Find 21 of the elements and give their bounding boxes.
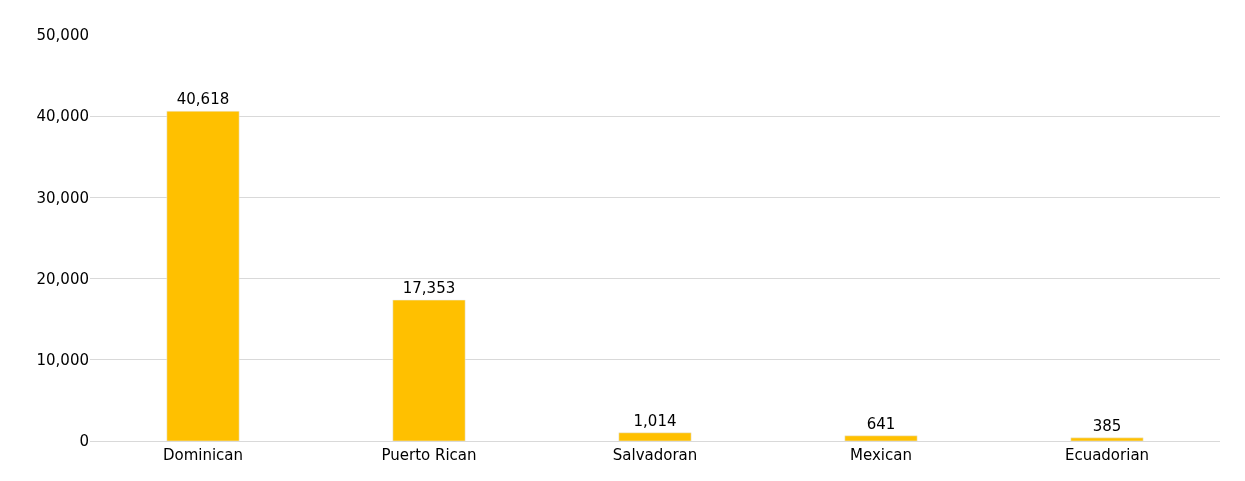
- x-tick-label: Salvadoran: [612, 446, 698, 464]
- x-tick-label: Puerto Rican: [381, 446, 477, 464]
- bar: [392, 299, 466, 441]
- data-label: 641: [866, 414, 896, 433]
- data-label: 1,014: [633, 411, 677, 430]
- y-tick-label: 50,000: [36, 26, 89, 45]
- bar: [844, 435, 918, 441]
- bar: [618, 432, 692, 441]
- x-tick-label: Dominican: [162, 446, 244, 464]
- data-label: 40,618: [176, 90, 230, 109]
- bar: [166, 110, 240, 441]
- data-label: 385: [1092, 416, 1122, 435]
- data-label: 17,353: [402, 279, 456, 298]
- y-tick-label: 30,000: [36, 188, 89, 207]
- y-tick-label: 10,000: [36, 351, 89, 370]
- y-tick-label: 40,000: [36, 107, 89, 126]
- bar: [1070, 437, 1144, 441]
- x-tick-label: Ecuadorian: [1064, 446, 1150, 464]
- y-tick-label: 20,000: [36, 269, 89, 288]
- y-tick-label: 0: [79, 432, 89, 451]
- x-tick-label: Mexican: [850, 446, 912, 464]
